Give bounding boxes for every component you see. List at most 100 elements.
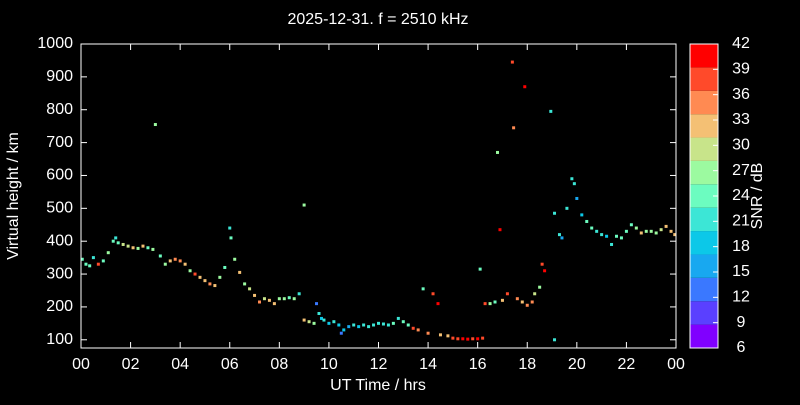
data-point — [272, 302, 276, 306]
data-point — [483, 302, 487, 306]
data-point — [116, 241, 120, 245]
data-point — [367, 325, 371, 329]
data-point — [416, 328, 420, 332]
data-point — [478, 267, 482, 271]
colorbar-tick-label: 27 — [732, 162, 750, 179]
data-point — [302, 203, 306, 207]
data-point — [317, 311, 321, 315]
data-point — [347, 325, 351, 329]
data-point — [262, 297, 266, 301]
data-point — [624, 229, 628, 233]
x-tick-label: 22 — [618, 356, 636, 373]
data-point — [84, 262, 88, 266]
data-point — [523, 85, 527, 89]
data-point — [203, 279, 207, 283]
data-point — [96, 262, 100, 266]
x-tick-label: 12 — [370, 356, 388, 373]
data-point — [600, 233, 604, 237]
colorbar-segment — [690, 137, 718, 161]
data-point — [146, 246, 150, 250]
y-tick-label: 900 — [46, 68, 73, 85]
data-point — [243, 282, 247, 286]
colorbar-tick-label: 12 — [732, 289, 750, 306]
data-point — [337, 323, 341, 327]
colorbar-segment — [690, 277, 718, 302]
colorbar-tick-label: 9 — [737, 314, 746, 331]
data-point — [590, 226, 594, 230]
data-point — [208, 282, 212, 286]
data-point — [121, 242, 125, 246]
data-point — [126, 244, 130, 248]
data-point — [605, 234, 609, 238]
data-point — [585, 219, 589, 223]
y-tick-label: 100 — [46, 331, 73, 348]
data-point — [505, 292, 509, 296]
data-point — [101, 259, 105, 263]
y-tick-label: 1000 — [37, 35, 73, 52]
data-point — [396, 316, 400, 320]
data-point — [565, 206, 569, 210]
x-tick-label: 16 — [469, 356, 487, 373]
data-point — [151, 247, 155, 251]
chart-title: 2025-12-31. f = 2510 kHz — [287, 11, 468, 28]
data-point — [91, 256, 95, 260]
data-point — [634, 226, 638, 230]
data-point — [315, 302, 319, 306]
data-point — [580, 213, 584, 217]
data-point — [372, 323, 376, 327]
data-point — [512, 126, 516, 130]
data-point — [496, 150, 499, 154]
colorbar-tick-label: 36 — [732, 86, 750, 103]
data-point — [401, 320, 405, 324]
data-point — [498, 228, 502, 232]
data-point — [114, 236, 118, 240]
data-point — [238, 270, 242, 274]
data-point — [339, 331, 343, 335]
data-point — [248, 287, 252, 291]
colorbar-segment — [690, 114, 718, 138]
data-point — [302, 318, 306, 322]
data-point — [615, 234, 618, 238]
data-point — [391, 321, 395, 325]
data-point — [525, 303, 529, 307]
data-point — [411, 326, 415, 330]
y-axis-label: Virtual height / km — [5, 132, 22, 260]
x-tick-label: 20 — [568, 356, 586, 373]
data-point — [183, 262, 187, 266]
data-point — [476, 337, 480, 341]
colorbar-segment — [690, 67, 718, 91]
data-point — [572, 182, 576, 186]
data-point — [436, 302, 440, 306]
data-point — [540, 262, 544, 266]
y-tick-label: 200 — [46, 298, 73, 315]
data-point — [80, 257, 84, 261]
data-point — [267, 298, 271, 302]
colorbar-tick-label: 24 — [732, 187, 750, 204]
data-point — [253, 293, 257, 297]
data-point — [673, 233, 677, 237]
data-point — [357, 325, 361, 329]
data-point — [173, 257, 177, 261]
y-tick-label: 400 — [46, 232, 73, 249]
data-point — [277, 297, 281, 301]
colorbar-segment — [690, 231, 718, 255]
data-point — [500, 298, 504, 302]
y-tick-label: 600 — [46, 167, 73, 184]
data-point — [549, 109, 553, 113]
data-point — [595, 229, 599, 233]
data-point — [664, 224, 668, 228]
data-point — [421, 287, 425, 291]
data-point — [538, 285, 542, 289]
colorbar-label: SNR / dB — [749, 163, 766, 230]
data-point — [386, 323, 390, 327]
colorbar-tick-label: 33 — [732, 111, 750, 128]
data-point — [510, 60, 514, 64]
data-point — [533, 292, 537, 296]
data-point — [218, 275, 222, 279]
colorbar-tick-label: 39 — [732, 61, 750, 78]
data-point — [282, 297, 286, 301]
data-point — [619, 236, 623, 240]
data-point — [530, 300, 534, 304]
data-point — [307, 320, 311, 324]
colorbar-segment — [690, 324, 718, 348]
